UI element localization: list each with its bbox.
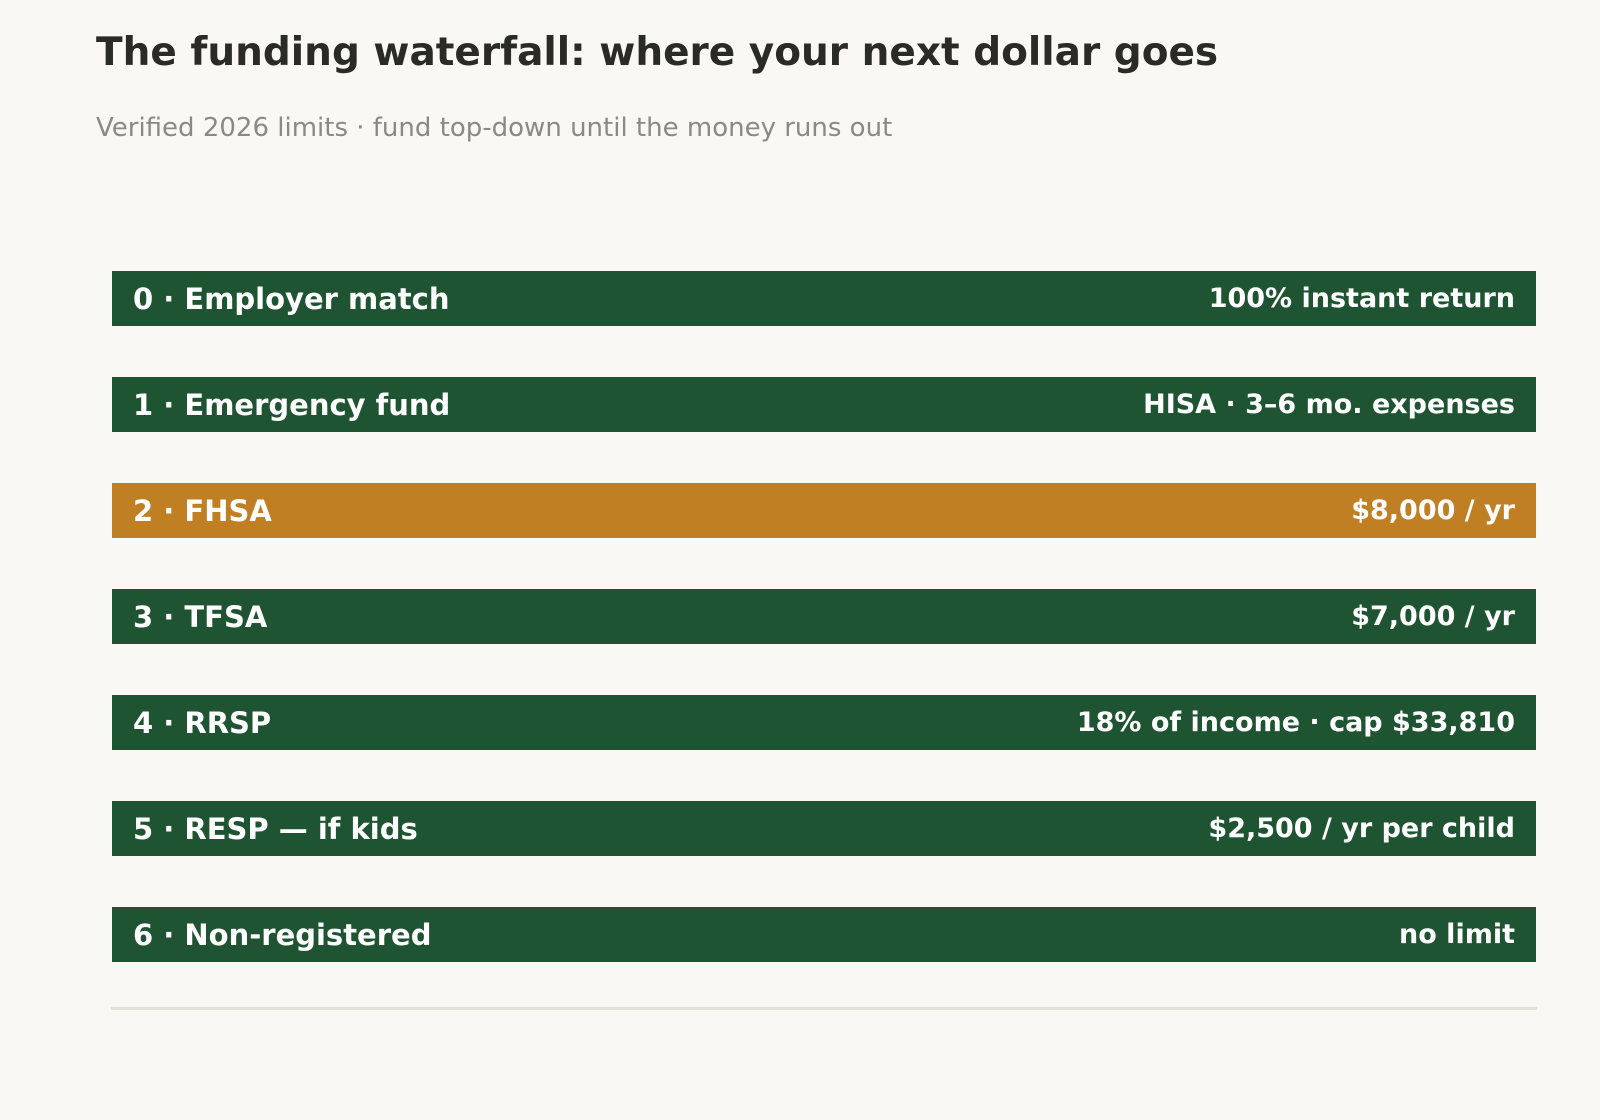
tier-non-registered: 6 · Non-registered no limit <box>112 907 1536 962</box>
waterfall-tiers: 0 · Employer match 100% instant return 1… <box>112 271 1536 1013</box>
page-subtitle: Verified 2026 limits · fund top-down unt… <box>96 113 893 143</box>
tier-label: 4 · RRSP <box>133 705 272 740</box>
tier-label: 5 · RESP — if kids <box>133 811 418 846</box>
tier-rrsp: 4 · RRSP 18% of income · cap $33,810 <box>112 695 1536 750</box>
tier-label: 3 · TFSA <box>133 599 268 634</box>
tier-fhsa: 2 · FHSA $8,000 / yr <box>112 483 1536 538</box>
tier-label: 2 · FHSA <box>133 493 272 528</box>
tier-limit: 100% instant return <box>1208 283 1515 314</box>
tier-limit: $7,000 / yr <box>1351 601 1515 632</box>
tier-resp: 5 · RESP — if kids $2,500 / yr per child <box>112 801 1536 856</box>
tier-limit: $2,500 / yr per child <box>1208 813 1515 844</box>
tier-limit: 18% of income · cap $33,810 <box>1076 707 1515 738</box>
tier-label: 6 · Non-registered <box>133 917 432 952</box>
baseline-divider <box>111 1007 1537 1010</box>
tier-tfsa: 3 · TFSA $7,000 / yr <box>112 589 1536 644</box>
tier-limit: no limit <box>1399 919 1515 950</box>
page-title: The funding waterfall: where your next d… <box>96 30 1219 75</box>
tier-emergency-fund: 1 · Emergency fund HISA · 3–6 mo. expens… <box>112 377 1536 432</box>
tier-limit: $8,000 / yr <box>1351 495 1515 526</box>
tier-label: 0 · Employer match <box>133 281 450 316</box>
tier-label: 1 · Emergency fund <box>133 387 451 422</box>
tier-employer-match: 0 · Employer match 100% instant return <box>112 271 1536 326</box>
tier-limit: HISA · 3–6 mo. expenses <box>1143 389 1515 420</box>
